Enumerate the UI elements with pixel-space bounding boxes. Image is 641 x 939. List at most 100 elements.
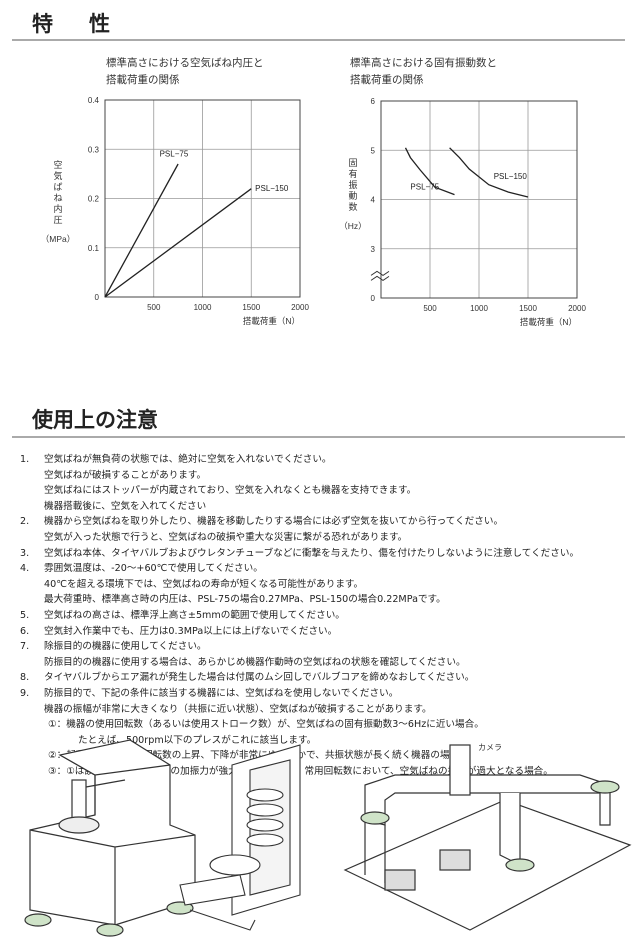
chart1-title-line: 標準高さにおける空気ばね内圧と	[106, 57, 264, 69]
y-axis-label-char: 動	[348, 191, 357, 201]
item-number: 6.	[20, 625, 30, 637]
title-char: 性	[89, 12, 110, 36]
air-spring-icon	[360, 811, 390, 825]
y-axis-label-char: ば	[53, 182, 62, 192]
y-tick-label: 0.3	[88, 145, 100, 154]
item-text: 防振目的の機器に使用する場合は、あらかじめ機器作動時の空気ばねの状態を確認してく…	[44, 656, 466, 668]
item-text: 空気封入作業中でも、圧力は0.3MPa以上には上げないでください。	[44, 625, 338, 637]
camera-label: カメラ	[478, 743, 502, 752]
precaution-item: 3. 空気ばね本体、タイヤバルブおよびウレタンチューブなどに衝撃を与えたり、傷を付…	[20, 546, 579, 562]
series-label: PSL−150	[255, 184, 289, 193]
series-label: PSL−150	[494, 172, 528, 181]
camera-inspection-machine-illustration: カメラ	[343, 743, 632, 931]
item-text: 空気ばね本体、タイヤバルブおよびウレタンチューブなどに衝撃を与えたり、傷を付けた…	[44, 547, 580, 559]
y-axis-label-char: 固	[348, 158, 357, 168]
air-spring-icon	[96, 923, 124, 937]
plot-frame	[380, 100, 578, 299]
item-text: 機器の振幅が非常に大きくなり（共振に近い状態）、空気ばねが破損することがあります…	[44, 703, 432, 715]
item-number: 1.	[20, 454, 30, 465]
camera-icon	[449, 744, 471, 796]
item-number: 5.	[20, 609, 30, 621]
y-axis-label-char: 気	[53, 170, 62, 181]
x-tick-label: 500	[147, 303, 161, 312]
item-text: 機器搭載後に、空気を入れてください	[44, 500, 207, 512]
x-tick-label: 1500	[242, 303, 260, 312]
y-axis-label-char: 数	[348, 201, 357, 212]
precaution-item: 7. 除振目的の機器に使用してください。防振目的の機器に使用する場合は、あらかじめ…	[20, 639, 579, 670]
item-text: 最大荷重時、標準高さ時の内圧は、PSL-75の場合0.27MPa、PSL-150…	[44, 594, 446, 606]
y-tick-label: 6	[371, 97, 376, 106]
precaution-item: 6. 空気封入作業中でも、圧力は0.3MPa以上には上げないでください。	[20, 624, 579, 640]
title-char: 特	[32, 12, 53, 36]
item-text: 空気ばねにはストッパーが内蔵されており、空気を入れなくとも機器を支持できます。	[44, 485, 417, 497]
press-machine-illustration	[24, 739, 196, 937]
chart-pressure-vs-load: 500 1000 1500 2000 0 0.1 0.2 0.3 0.4 搭載荷重（N） 空気ばね内…	[41, 96, 310, 326]
y-tick-label: 0	[371, 294, 376, 303]
item-text: 機器から空気ばねを取り外したり、機器を移動したりする場合には必ず空気を抜いてから…	[44, 516, 504, 528]
divider	[12, 436, 625, 438]
chart2-title-line: 搭載荷重の関係	[350, 74, 424, 86]
sub-item-text: ②：起動時、停止時の回転数の上昇、下降が非常にゆるやかで、共振状態が長く続く機器…	[48, 750, 469, 762]
item-number: 9.	[20, 687, 30, 699]
y-axis-label-char: 空	[53, 159, 62, 170]
y-axis-label-char: 振	[348, 179, 357, 190]
item-number: 7.	[20, 641, 30, 653]
x-tick-label: 500	[423, 304, 437, 313]
item-number: 3.	[20, 547, 30, 559]
chart2-title: 標準高さにおける固有振動数と 搭載荷重の関係	[350, 55, 497, 89]
air-spring-icon	[505, 858, 535, 872]
item-number: 4.	[20, 563, 30, 575]
item-text: 空気ばねの高さは、標準浮上高さ±5mmの範囲で使用してください。	[44, 609, 345, 621]
y-tick-label: 0.2	[88, 195, 100, 204]
series-line-PSL−150	[449, 147, 529, 198]
precaution-item: 1. 空気ばねが無負荷の状態では、絶対に空気を入れないでください。 空気ばねが破損す…	[20, 452, 579, 514]
precaution-item: 8. タイヤバルブからエア漏れが発生した場合は付属のムシ回しでバルブコアを締めなお…	[20, 670, 579, 686]
chart1-title: 標準高さにおける空気ばね内圧と 搭載荷重の関係	[106, 55, 264, 89]
precaution-item: 5. 空気ばねの高さは、標準浮上高さ±5mmの範囲で使用してください。	[20, 608, 579, 624]
item-text: タイヤバルブからエア漏れが発生した場合は付属のムシ回しでバルブコアを締めなおして…	[44, 672, 475, 684]
y-tick-label: 4	[371, 196, 376, 205]
item-text: 防振目的で、下記の条件に該当する機器には、空気ばねを使用しないでください。	[44, 687, 399, 699]
y-axis-label-char: 圧	[53, 215, 62, 225]
series-line-PSL−75	[104, 163, 179, 298]
y-tick-label: 0	[95, 293, 100, 302]
x-tick-label: 1500	[519, 304, 537, 313]
item-text: 除振目的の機器に使用してください。	[44, 641, 207, 653]
y-axis-label-char: 内	[53, 203, 62, 214]
plot-frame	[104, 99, 301, 298]
sub-item-text: ①：機器の使用回転数（あるいは使用ストローク数）が、空気ばねの固有振動数3～6H…	[48, 719, 484, 731]
axis-break-icon	[370, 270, 390, 281]
x-axis-label: 搭載荷重（N）	[520, 317, 577, 327]
precaution-item: 4. 雰囲気温度は、-20～+60℃で使用してください。 40℃を超える環境下では、…	[20, 561, 579, 608]
air-spring-icon	[24, 913, 52, 927]
series-label: PSL−75	[160, 150, 189, 159]
section-title-characteristics: 特性	[32, 8, 110, 38]
item-text: 空気ばねが無負荷の状態では、絶対に空気を入れないでください。	[44, 454, 332, 465]
chart-frequency-vs-load: 500 1000 1500 2000 0 3 4 5 6 搭載荷重（N） 固有振動数 （Hz） PSL−…	[339, 97, 586, 327]
y-axis-label-char: ね	[53, 193, 62, 203]
chart2-title-line: 標準高さにおける固有振動数と	[350, 57, 497, 69]
item-text: 雰囲気温度は、-20～+60℃で使用してください。	[44, 563, 263, 575]
y-tick-label: 5	[371, 146, 376, 155]
y-axis-unit: （Hz）	[339, 221, 366, 231]
item-text: 40℃を超える環境下では、空気ばねの寿命が短くなる可能性があります。	[44, 578, 364, 590]
x-axis-label: 搭載荷重（N）	[243, 316, 300, 326]
y-tick-label: 0.4	[88, 96, 100, 105]
item-number: 2.	[20, 516, 30, 528]
item-number: 8.	[20, 672, 30, 684]
y-tick-label: 3	[371, 245, 376, 254]
divider	[12, 39, 625, 41]
air-spring-cutaway-illustration	[179, 744, 301, 931]
y-axis-label-char: 有	[348, 168, 357, 179]
chart1-title-line: 搭載荷重の関係	[106, 74, 180, 86]
series-line-PSL−75	[404, 147, 455, 196]
series-label: PSL−75	[410, 183, 439, 192]
series-line-PSL−150	[104, 188, 252, 298]
item-text: 空気が入った状態で行うと、空気ばねの破損や重大な災害に繋がる恐れがあります。	[44, 531, 408, 543]
y-axis-unit: （MPa）	[41, 234, 75, 244]
item-text: 空気ばねが破損することがあります。	[44, 469, 207, 481]
x-tick-label: 2000	[291, 303, 309, 312]
precaution-item: 2. 機器から空気ばねを取り外したり、機器を移動したりする場合には必ず空気を抜いて…	[20, 514, 579, 545]
x-tick-label: 2000	[568, 304, 586, 313]
section-title-precautions: 使用上の注意	[32, 408, 158, 432]
